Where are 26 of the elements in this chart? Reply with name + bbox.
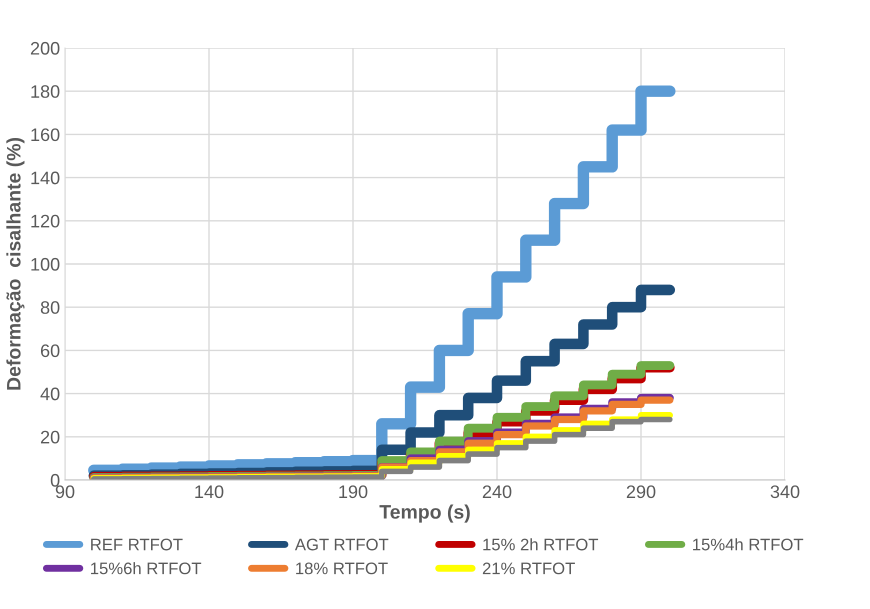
x-axis-title: Tempo (s): [379, 504, 470, 523]
y-tick-label: 20: [40, 430, 60, 444]
legend-label: 15%6h RTFOT: [91, 562, 202, 574]
legend-label: 21% RTFOT: [482, 562, 575, 574]
y-tick-label: 0: [50, 474, 60, 487]
x-tick-label: 240: [482, 485, 512, 498]
x-tick-label: 340: [770, 485, 800, 498]
x-tick-label: 90: [56, 485, 74, 498]
y-axis-title: Deformação cisalhante (%): [6, 138, 24, 390]
legend-label: 15%4h RTFOT: [693, 538, 804, 550]
legend-label: AGT RTFOT: [294, 538, 388, 550]
y-tick-label: 60: [40, 344, 60, 358]
y-tick-label: 120: [31, 214, 60, 228]
y-tick-label: 100: [31, 258, 60, 271]
legend-label: REF RTFOT: [91, 538, 183, 550]
legend-label: 15% 2h RTFOT: [483, 538, 598, 550]
legend-label: 18% RTFOT: [296, 562, 388, 574]
x-tick-label: 290: [626, 485, 656, 498]
y-tick-label: 40: [40, 388, 60, 400]
x-tick-label: 140: [195, 485, 224, 498]
y-tick-label: 180: [31, 85, 60, 98]
y-tick-label: 140: [31, 172, 60, 184]
y-tick-label: 80: [40, 301, 60, 314]
y-tick-label: 160: [31, 128, 60, 142]
x-tick-label: 190: [339, 485, 368, 498]
y-tick-label: 200: [30, 42, 60, 55]
